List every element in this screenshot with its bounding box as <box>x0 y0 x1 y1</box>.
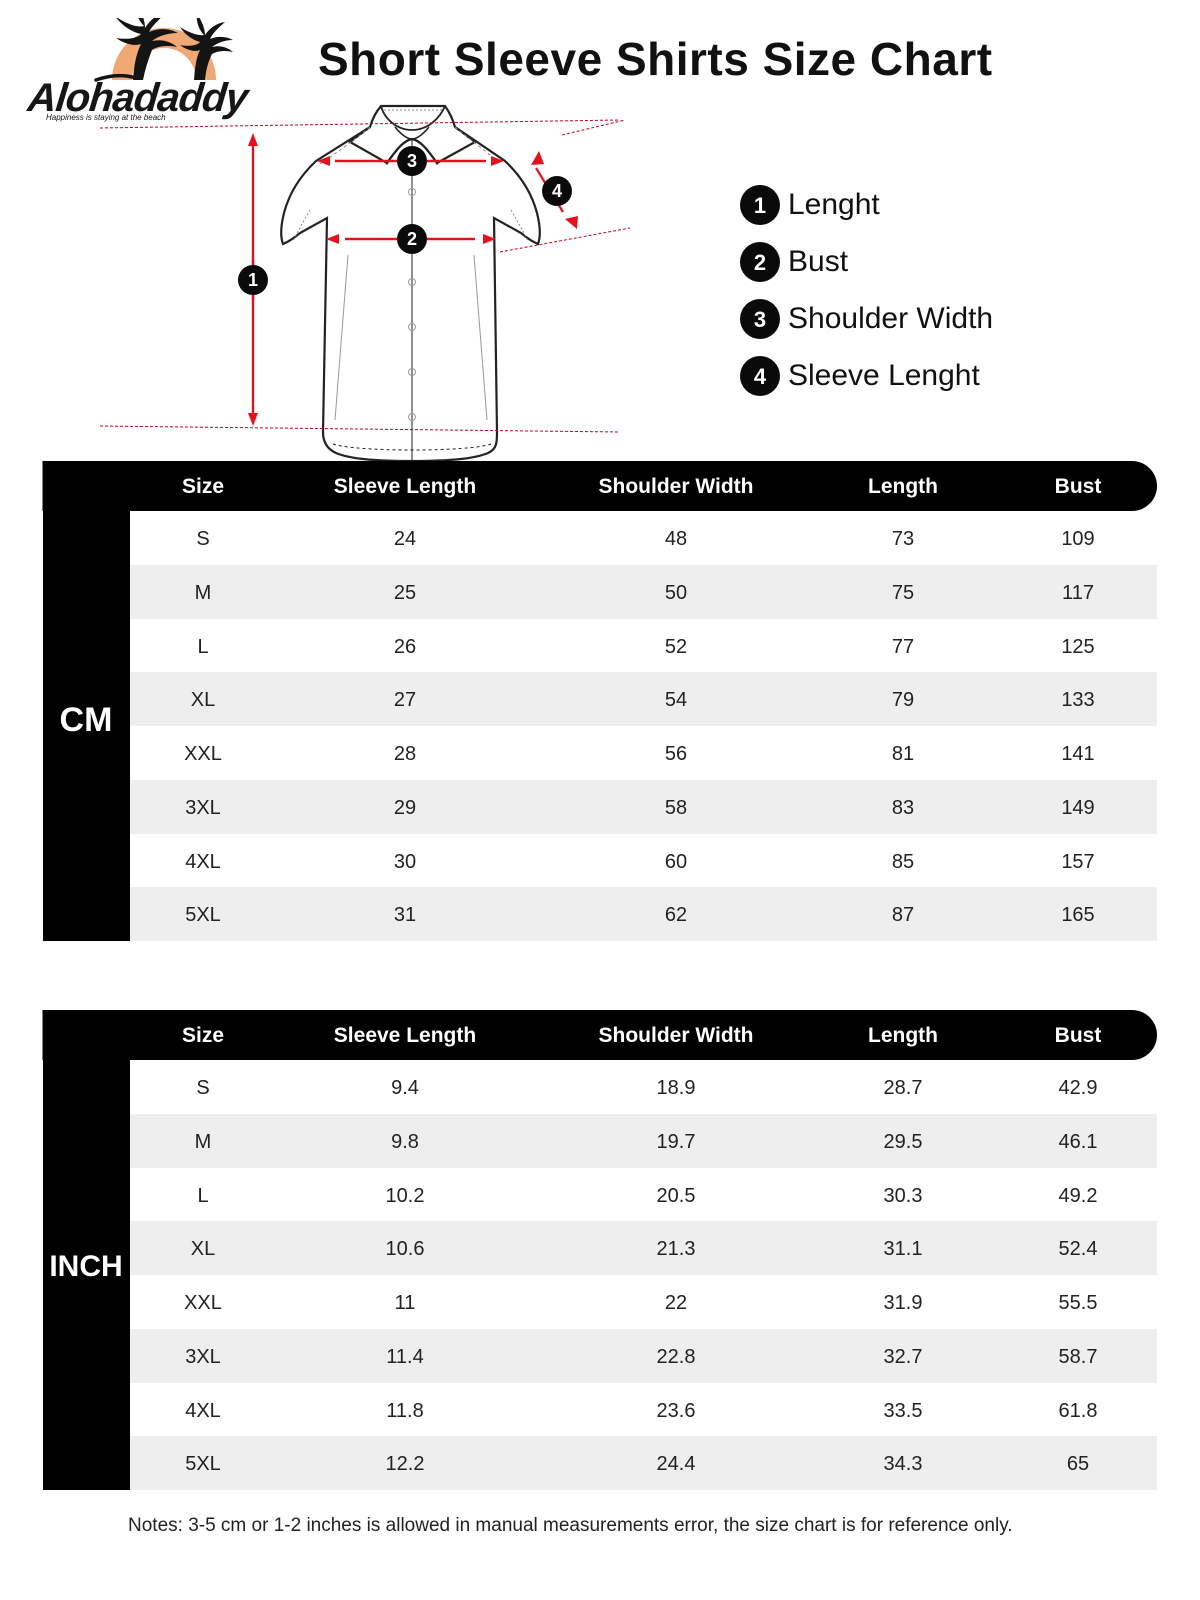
svg-text:2: 2 <box>754 250 766 275</box>
svg-text:1: 1 <box>754 193 766 218</box>
svg-text:4: 4 <box>754 364 767 389</box>
svg-text:3: 3 <box>754 307 766 332</box>
